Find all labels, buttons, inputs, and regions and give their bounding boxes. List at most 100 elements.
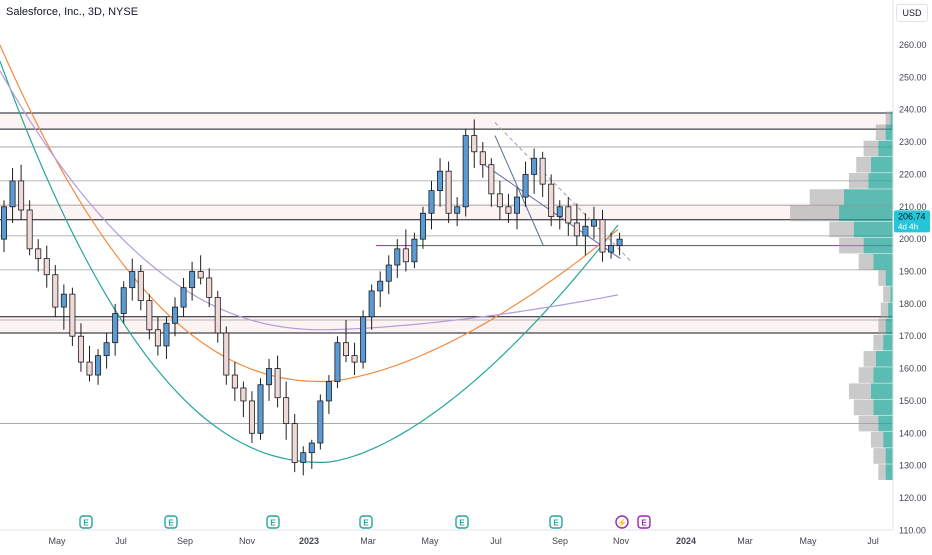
candle-body <box>385 264 392 282</box>
price-label-countdown: 4d 4h <box>898 222 918 231</box>
moving-average-line <box>0 44 619 383</box>
volume-profile-bar-down <box>856 156 871 173</box>
candle <box>154 316 161 356</box>
candle <box>360 310 367 369</box>
candle-body <box>154 329 161 347</box>
candle <box>514 187 521 230</box>
earnings-marker-label: E <box>270 519 276 528</box>
x-tick-label: 2023 <box>299 536 319 546</box>
y-tick-label: 120.00 <box>899 493 927 503</box>
candle-body <box>368 290 375 318</box>
candle-body <box>69 293 76 337</box>
candle-body <box>248 400 255 434</box>
candle <box>214 290 221 343</box>
x-tick-label: Nov <box>613 536 630 546</box>
volume-profile-bar-down <box>875 124 886 141</box>
candle-body <box>180 287 187 308</box>
candle-body <box>112 313 119 344</box>
volume-profile-bar-up <box>883 334 893 351</box>
candle-body <box>86 361 93 376</box>
volume-profile-bar-up <box>885 270 893 286</box>
candle-body <box>514 196 521 214</box>
candle-body <box>35 248 42 259</box>
y-tick-label: 260.00 <box>899 40 927 50</box>
candle <box>608 232 615 259</box>
y-tick-label: 170.00 <box>899 331 927 341</box>
volume-profile-bar-down <box>858 253 874 270</box>
candle <box>599 210 606 262</box>
candle <box>60 284 67 330</box>
candle <box>505 193 512 223</box>
volume-profile-bar-up <box>878 415 893 432</box>
candle <box>342 320 349 363</box>
candle-body <box>26 209 33 250</box>
candle <box>479 142 486 178</box>
volume-profile-bar-up <box>883 431 893 448</box>
candle-body <box>257 384 264 434</box>
candle-body <box>9 180 16 208</box>
dashed-trendline <box>494 122 632 263</box>
dividend-marker-circle <box>615 515 629 529</box>
candle <box>325 375 332 414</box>
candle-body <box>223 332 230 376</box>
candle-body <box>496 193 503 208</box>
candle-body <box>565 206 572 224</box>
candle <box>437 158 444 207</box>
candle-body <box>163 322 170 347</box>
x-tick-label: Mar <box>737 536 753 546</box>
candle-body <box>419 212 426 240</box>
candle <box>590 206 597 240</box>
candle-body <box>120 287 127 314</box>
candle-body <box>0 206 7 240</box>
x-tick-label: May <box>48 536 66 546</box>
candle-body <box>573 222 580 237</box>
candle <box>616 232 623 256</box>
candle-body <box>274 368 281 399</box>
volume-profile-bar-down <box>858 367 874 383</box>
y-tick-label: 240.00 <box>899 105 927 115</box>
volume-profile-bar-up <box>885 448 893 464</box>
volume-profile-bar-down <box>873 448 886 464</box>
candle-body <box>43 258 50 276</box>
candle-body <box>539 157 546 185</box>
currency-button[interactable]: USD <box>896 4 928 22</box>
volume-profile-bar-down <box>880 302 889 319</box>
candle-body <box>454 206 461 214</box>
y-tick-label: 150.00 <box>899 396 927 406</box>
candle-body <box>445 170 452 214</box>
candle-body <box>18 180 25 211</box>
volume-profile-bar-down <box>853 399 874 416</box>
candle-body <box>60 293 67 308</box>
volume-profile-bar-down <box>873 334 884 351</box>
earnings-marker-label: E <box>641 519 647 528</box>
candle-body <box>402 248 409 263</box>
candle-body <box>360 316 367 363</box>
earnings-marker-box <box>79 515 93 529</box>
earnings-marker-box <box>549 515 563 529</box>
y-tick-label: 230.00 <box>899 137 927 147</box>
earnings-marker: E <box>549 515 563 529</box>
symbol-title: Salesforce, Inc., 3D, NYSE <box>6 6 139 18</box>
candle <box>377 271 384 308</box>
earnings-marker: E <box>79 515 93 529</box>
candle <box>496 180 503 220</box>
candle-body <box>437 170 444 192</box>
volume-profile-bar-up <box>885 464 893 480</box>
candle <box>351 342 358 376</box>
candle <box>146 294 153 340</box>
volume-profile-bar-up <box>873 399 893 416</box>
candle-body <box>103 342 110 357</box>
candle <box>103 332 110 369</box>
volume-profile-bar-down <box>863 351 876 367</box>
volume-profile-bar-down <box>848 383 871 400</box>
candle-body <box>300 452 307 463</box>
candle-body <box>351 355 358 363</box>
y-axis: 110.00 120.00 130.00 140.00 150.00 160.00 170.… <box>892 0 930 535</box>
volume-profile-bar-down <box>885 111 891 128</box>
candle <box>86 345 93 382</box>
candle-body <box>428 190 435 214</box>
candle-body <box>308 442 315 454</box>
volume-profile-bar-up <box>885 124 893 141</box>
